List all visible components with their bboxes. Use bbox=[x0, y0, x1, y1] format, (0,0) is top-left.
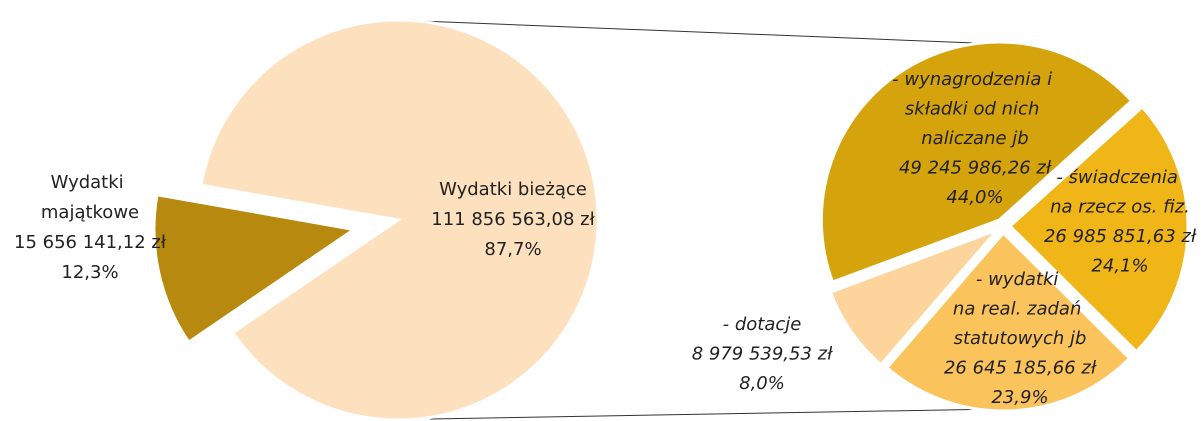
slice-label-name: - świadczenia na rzecz os. fiz. bbox=[1050, 167, 1190, 218]
slice-label-amount: 15 656 141,12 zł bbox=[14, 232, 167, 253]
connector-line bbox=[419, 20, 1001, 45]
pie-slice bbox=[828, 228, 999, 367]
slice-label-percent: 12,3% bbox=[61, 262, 118, 283]
slice-label-name: - wynagrodzenia i składki od nich nalicz… bbox=[892, 69, 1058, 149]
slice-label-percent: 24,1% bbox=[1091, 256, 1148, 277]
slice-label-name: - dotacje bbox=[723, 314, 802, 335]
slice-label-percent: 87,7% bbox=[484, 239, 541, 260]
slice-label-amount: 26 985 851,63 zł bbox=[1044, 226, 1197, 247]
slice-label-percent: 44,0% bbox=[946, 187, 1003, 208]
slice-label-amount: 26 645 185,66 zł bbox=[944, 358, 1097, 379]
slice-label-name: Wydatki bieżące bbox=[439, 179, 587, 200]
pie-slice bbox=[199, 18, 600, 421]
slice-label-amount: 111 856 563,08 zł bbox=[431, 209, 595, 230]
slice-label-name: Wydatki majątkowe bbox=[41, 172, 139, 223]
pie-slice bbox=[819, 40, 1134, 284]
connector-line bbox=[429, 408, 1001, 420]
slice-label-percent: 23,9% bbox=[991, 387, 1048, 408]
pie-slice bbox=[1007, 104, 1190, 354]
pie-slice bbox=[152, 192, 358, 345]
pie-slice bbox=[884, 230, 1132, 413]
slice-label-name: - wydatki na real. zadań statutowych jb bbox=[953, 269, 1087, 349]
slice-label-percent: 8,0% bbox=[739, 373, 785, 394]
slice-label-amount: 49 245 986,26 zł bbox=[899, 158, 1052, 179]
slice-label-amount: 8 979 539,53 zł bbox=[692, 344, 833, 365]
